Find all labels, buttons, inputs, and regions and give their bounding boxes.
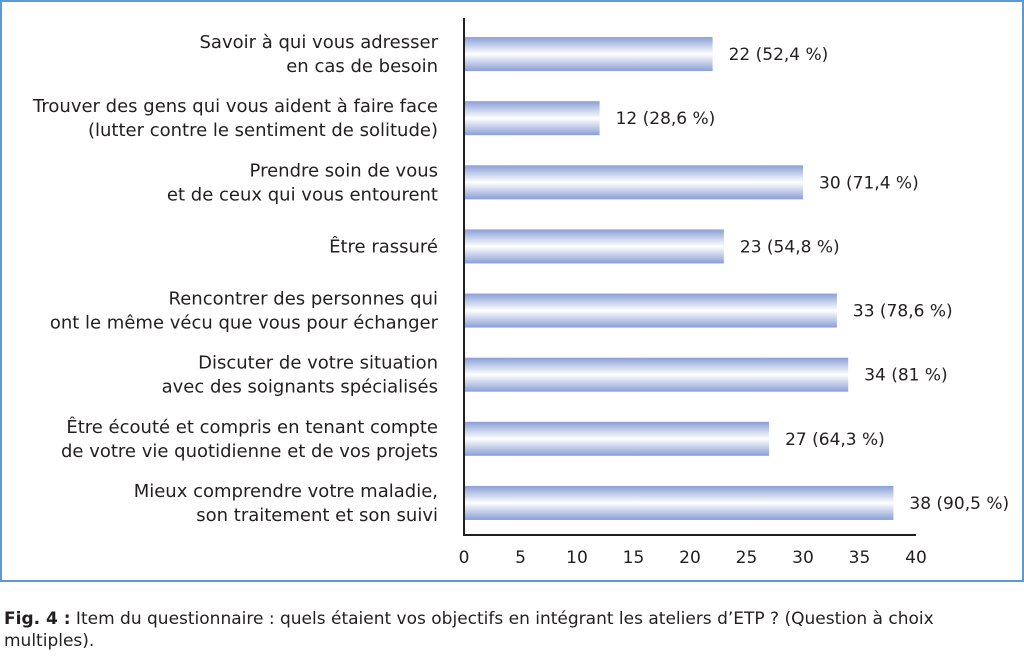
caption-text: Item du questionnaire : quels étaient vo… (4, 609, 934, 651)
bar (464, 357, 849, 392)
value-label: 38 (90,5 %) (909, 494, 1009, 514)
x-tick-label: 30 (792, 548, 814, 568)
category-label: Être rassuré (329, 235, 438, 257)
bar (464, 421, 770, 456)
x-tick-label: 35 (849, 548, 871, 568)
value-label: 34 (81 %) (864, 366, 948, 386)
category-label: Savoir à qui vous adresser (200, 32, 439, 53)
category-label: et de ceux qui vous entourent (167, 184, 438, 205)
x-tick-label: 20 (679, 548, 701, 568)
x-tick-label: 15 (623, 548, 645, 568)
x-tick-label: 40 (905, 548, 927, 568)
category-label: Trouver des gens qui vous aident à faire… (32, 96, 438, 117)
category-label: Rencontrer des personnes qui (169, 289, 438, 310)
bar (464, 165, 803, 200)
bar (464, 485, 894, 520)
value-label: 23 (54,8 %) (740, 237, 840, 257)
category-label: ont le même vécu que vous pour échanger (50, 313, 439, 334)
figure-caption: Fig. 4 : Item du questionnaire : quels é… (4, 608, 1020, 652)
value-label: 33 (78,6 %) (853, 302, 953, 322)
bar-chart: Savoir à qui vous adresser en cas de beso… (32, 18, 1009, 568)
chart-frame (0, 0, 1024, 582)
x-tick-label: 25 (736, 548, 758, 568)
value-label: 22 (52,4 %) (729, 45, 829, 65)
x-tick-label: 10 (566, 548, 588, 568)
category-label: avec des soignants spécialisés (162, 377, 438, 398)
bar (464, 101, 600, 136)
category-label: Être écouté et compris en tenant compte (66, 416, 438, 438)
value-label: 12 (28,6 %) (616, 109, 716, 129)
category-label: (lutter contre le sentiment de solitude) (88, 120, 438, 141)
value-label: 30 (71,4 %) (819, 173, 919, 193)
bar (464, 37, 713, 72)
category-label: son traitement et son suivi (196, 505, 438, 526)
bar (464, 293, 837, 328)
x-tick-label: 5 (515, 548, 526, 568)
category-label: Discuter de votre situation (198, 353, 438, 374)
value-label: 27 (64,3 %) (785, 430, 885, 450)
category-label: Mieux comprendre votre maladie, (134, 481, 438, 502)
bar (464, 229, 724, 264)
category-label: en cas de besoin (286, 56, 438, 77)
x-tick-label: 0 (459, 548, 470, 568)
category-label: de votre vie quotidienne et de vos proje… (61, 441, 438, 462)
category-label: Prendre soin de vous (250, 160, 438, 181)
caption-label: Fig. 4 : (4, 609, 71, 629)
